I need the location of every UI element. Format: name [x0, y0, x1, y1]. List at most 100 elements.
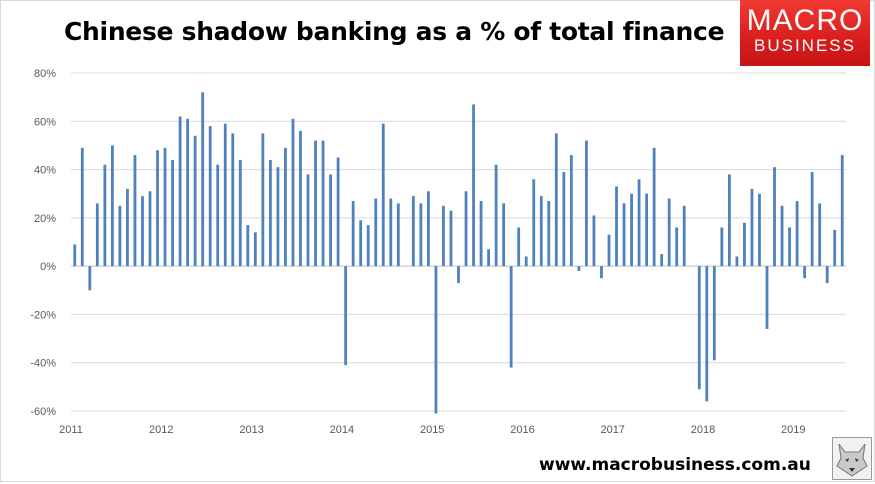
bar — [705, 266, 708, 401]
bar — [126, 189, 129, 266]
bar — [615, 186, 618, 266]
x-tick-label: 2019 — [781, 424, 805, 436]
bar — [525, 256, 528, 266]
bar — [96, 203, 99, 266]
bar — [818, 203, 821, 266]
bar — [736, 256, 739, 266]
bar — [435, 266, 438, 413]
bar — [359, 220, 362, 266]
bar — [645, 194, 648, 266]
y-tick-label: 40% — [34, 165, 56, 177]
bar — [540, 196, 543, 266]
bar — [374, 199, 377, 267]
bar — [141, 196, 144, 266]
bar — [299, 131, 302, 266]
bar — [352, 201, 355, 266]
bar — [811, 172, 814, 266]
bar — [593, 215, 596, 266]
x-tick-label: 2015 — [420, 424, 444, 436]
bar — [638, 179, 641, 266]
bar — [171, 160, 174, 266]
bar-series — [73, 92, 843, 413]
bar — [796, 201, 799, 266]
bar — [743, 223, 746, 266]
bar — [788, 228, 791, 267]
bar — [209, 126, 212, 266]
bar — [103, 165, 106, 266]
x-tick-label: 2013 — [239, 424, 263, 436]
bar — [653, 148, 656, 266]
x-tick-label: 2016 — [510, 424, 534, 436]
bar — [510, 266, 513, 367]
bar — [450, 211, 453, 267]
bar — [517, 228, 520, 267]
y-tick-label: 80% — [34, 68, 56, 80]
bar — [337, 158, 340, 267]
bar — [713, 266, 716, 360]
bar — [480, 201, 483, 266]
bar — [841, 155, 844, 266]
bar — [111, 145, 114, 266]
bar — [547, 201, 550, 266]
bar — [803, 266, 806, 278]
bar — [246, 225, 249, 266]
footer-url: www.macrobusiness.com.au — [539, 455, 811, 475]
bar — [555, 133, 558, 266]
bar — [758, 194, 761, 266]
bar — [826, 266, 829, 283]
bar — [149, 191, 152, 266]
wolf-logo-icon — [832, 437, 872, 480]
bar — [382, 124, 385, 266]
bar — [457, 266, 460, 283]
bar — [585, 141, 588, 267]
bar — [623, 203, 626, 266]
bar — [344, 266, 347, 365]
y-tick-label: 0% — [40, 261, 56, 273]
bar — [367, 225, 370, 266]
bar — [277, 167, 280, 266]
bar — [81, 148, 84, 266]
bar — [608, 235, 611, 266]
y-tick-label: 20% — [34, 213, 56, 225]
bar — [314, 141, 317, 267]
x-tick-label: 2018 — [691, 424, 715, 436]
bar — [156, 150, 159, 266]
bar — [668, 199, 671, 267]
bar — [269, 160, 272, 266]
bar — [201, 92, 204, 266]
bar — [773, 167, 776, 266]
bar — [292, 119, 295, 266]
bar — [720, 228, 723, 267]
bar — [442, 206, 445, 266]
bar — [766, 266, 769, 329]
x-tick-label: 2014 — [330, 424, 354, 436]
bar — [660, 254, 663, 266]
bar — [751, 189, 754, 266]
bar — [698, 266, 701, 389]
bar — [472, 104, 475, 266]
bar — [570, 155, 573, 266]
bar — [239, 160, 242, 266]
bar — [675, 228, 678, 267]
x-tick-label: 2012 — [149, 424, 173, 436]
bar — [216, 165, 219, 266]
bar — [781, 206, 784, 266]
bar — [284, 148, 287, 266]
bar — [728, 174, 731, 266]
bar — [419, 203, 422, 266]
bar — [389, 199, 392, 267]
bar — [322, 141, 325, 267]
bar — [307, 174, 310, 266]
bar — [683, 206, 686, 266]
bar — [630, 194, 633, 266]
bar — [134, 155, 137, 266]
y-tick-label: -20% — [30, 309, 56, 321]
x-tick-label: 2011 — [59, 424, 83, 436]
bar — [412, 196, 415, 266]
bar — [224, 124, 227, 266]
bar — [465, 191, 468, 266]
bar — [164, 148, 167, 266]
bar — [254, 232, 257, 266]
